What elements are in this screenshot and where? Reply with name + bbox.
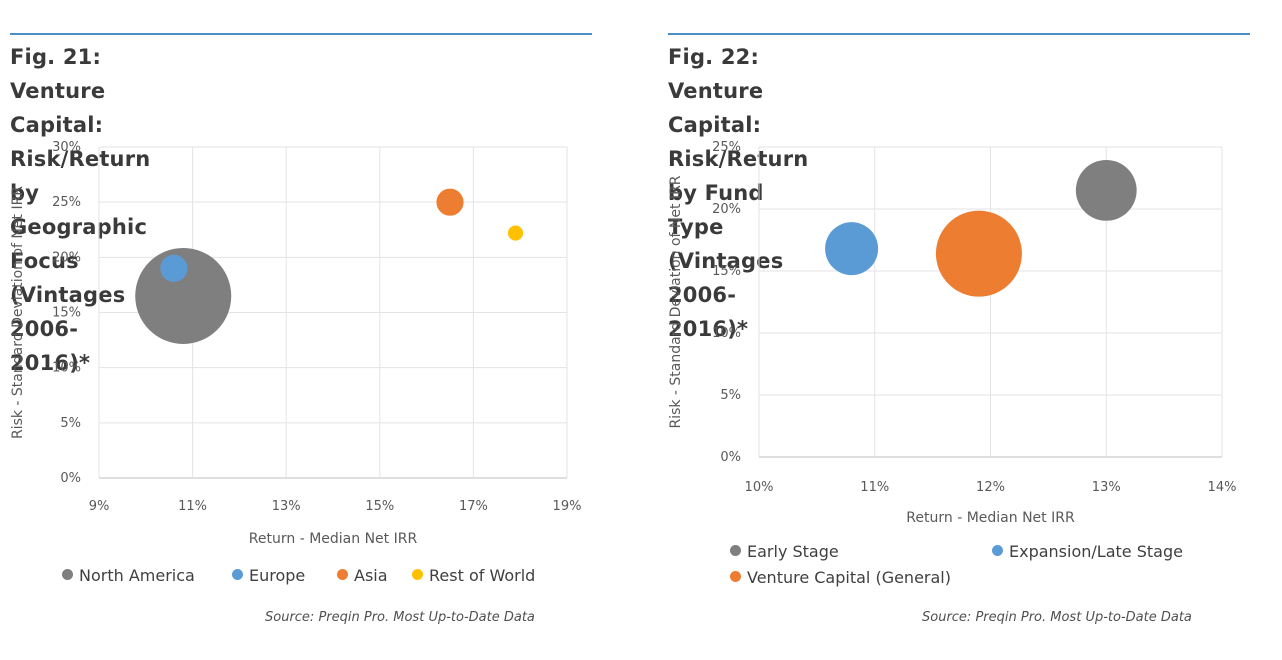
legend-label: Asia: [354, 566, 388, 585]
bubble-venture-capital-general: [935, 210, 1022, 297]
source-note: Source: Preqin Pro. Most Up-to-Date Data: [265, 610, 535, 625]
x-axis-label: Return - Median Net IRR: [906, 510, 1075, 526]
y-axis-label: Risk - Standard Deviation of Net IRR: [10, 186, 26, 439]
bubble-asia: [436, 188, 464, 216]
y-tick-label: 5%: [60, 416, 81, 431]
y-tick-label: 20%: [712, 202, 741, 217]
legend-item: Expansion/Late Stage: [992, 542, 1183, 561]
legend-item: Asia: [337, 566, 388, 585]
legend-marker: [730, 545, 741, 556]
legend-marker: [232, 569, 243, 580]
legend-item: North America: [62, 566, 195, 585]
x-tick-label: 12%: [976, 480, 1005, 495]
x-tick-label: 17%: [459, 499, 488, 514]
x-tick-label: 11%: [860, 480, 889, 495]
legend-marker: [62, 569, 73, 580]
legend-label: Early Stage: [747, 542, 839, 561]
y-tick-label: 15%: [52, 306, 81, 321]
x-tick-label: 14%: [1208, 480, 1237, 495]
legend-item: Venture Capital (General): [730, 568, 951, 587]
x-axis-label: Return - Median Net IRR: [249, 531, 418, 547]
y-axis-label: Risk - Standard Deviation of Net IRR: [668, 175, 684, 428]
bubble-rest-of-world: [507, 225, 524, 241]
y-tick-label: 30%: [52, 140, 81, 155]
chart-title-line-2: Type (Vintages 2006-2016)*: [668, 215, 784, 341]
legend-label: Rest of World: [429, 566, 536, 585]
y-tick-label: 20%: [52, 250, 81, 265]
y-tick-label: 0%: [720, 450, 741, 465]
legend-label: Europe: [249, 566, 306, 585]
chart-title: Fig. 21: Venture Capital: Risk/Return by…: [10, 40, 150, 380]
legend-marker: [730, 571, 741, 582]
y-tick-label: 0%: [60, 471, 81, 486]
bubble-expansion-late-stage: [825, 222, 879, 276]
y-tick-label: 10%: [52, 361, 81, 376]
y-tick-label: 25%: [52, 195, 81, 210]
bubble-early-stage: [1075, 159, 1137, 221]
title-rule: [668, 33, 1250, 35]
bubble-north-america: [135, 247, 232, 344]
chart-title: Fig. 22: Venture Capital: Risk/Return by…: [668, 40, 808, 346]
legend-label: Expansion/Late Stage: [1009, 542, 1183, 561]
y-tick-label: 25%: [712, 140, 741, 155]
x-tick-label: 13%: [1092, 480, 1121, 495]
legend-marker: [412, 569, 423, 580]
bubble-europe: [160, 254, 188, 282]
x-tick-label: 10%: [745, 480, 774, 495]
x-tick-label: 15%: [365, 499, 394, 514]
x-tick-label: 19%: [553, 499, 582, 514]
chart-title-line-2: Geographic Focus (Vintages 2006-2016)*: [10, 215, 148, 375]
legend-label: North America: [79, 566, 195, 585]
legend-marker: [337, 569, 348, 580]
x-tick-label: 13%: [272, 499, 301, 514]
x-tick-label: 9%: [89, 499, 110, 514]
title-rule: [10, 33, 592, 35]
legend-item: Early Stage: [730, 542, 839, 561]
chart-title-line-1: Fig. 22: Venture Capital: Risk/Return by…: [668, 45, 809, 205]
x-tick-label: 11%: [178, 499, 207, 514]
legend-label: Venture Capital (General): [747, 568, 951, 587]
legend-item: Rest of World: [412, 566, 535, 585]
y-tick-label: 15%: [712, 264, 741, 279]
chart-title-line-1: Fig. 21: Venture Capital: Risk/Return by: [10, 45, 151, 205]
y-tick-label: 10%: [712, 326, 741, 341]
legend-item: Europe: [232, 566, 305, 585]
source-note: Source: Preqin Pro. Most Up-to-Date Data: [922, 610, 1192, 625]
y-tick-label: 5%: [720, 388, 741, 403]
legend-marker: [992, 545, 1003, 556]
